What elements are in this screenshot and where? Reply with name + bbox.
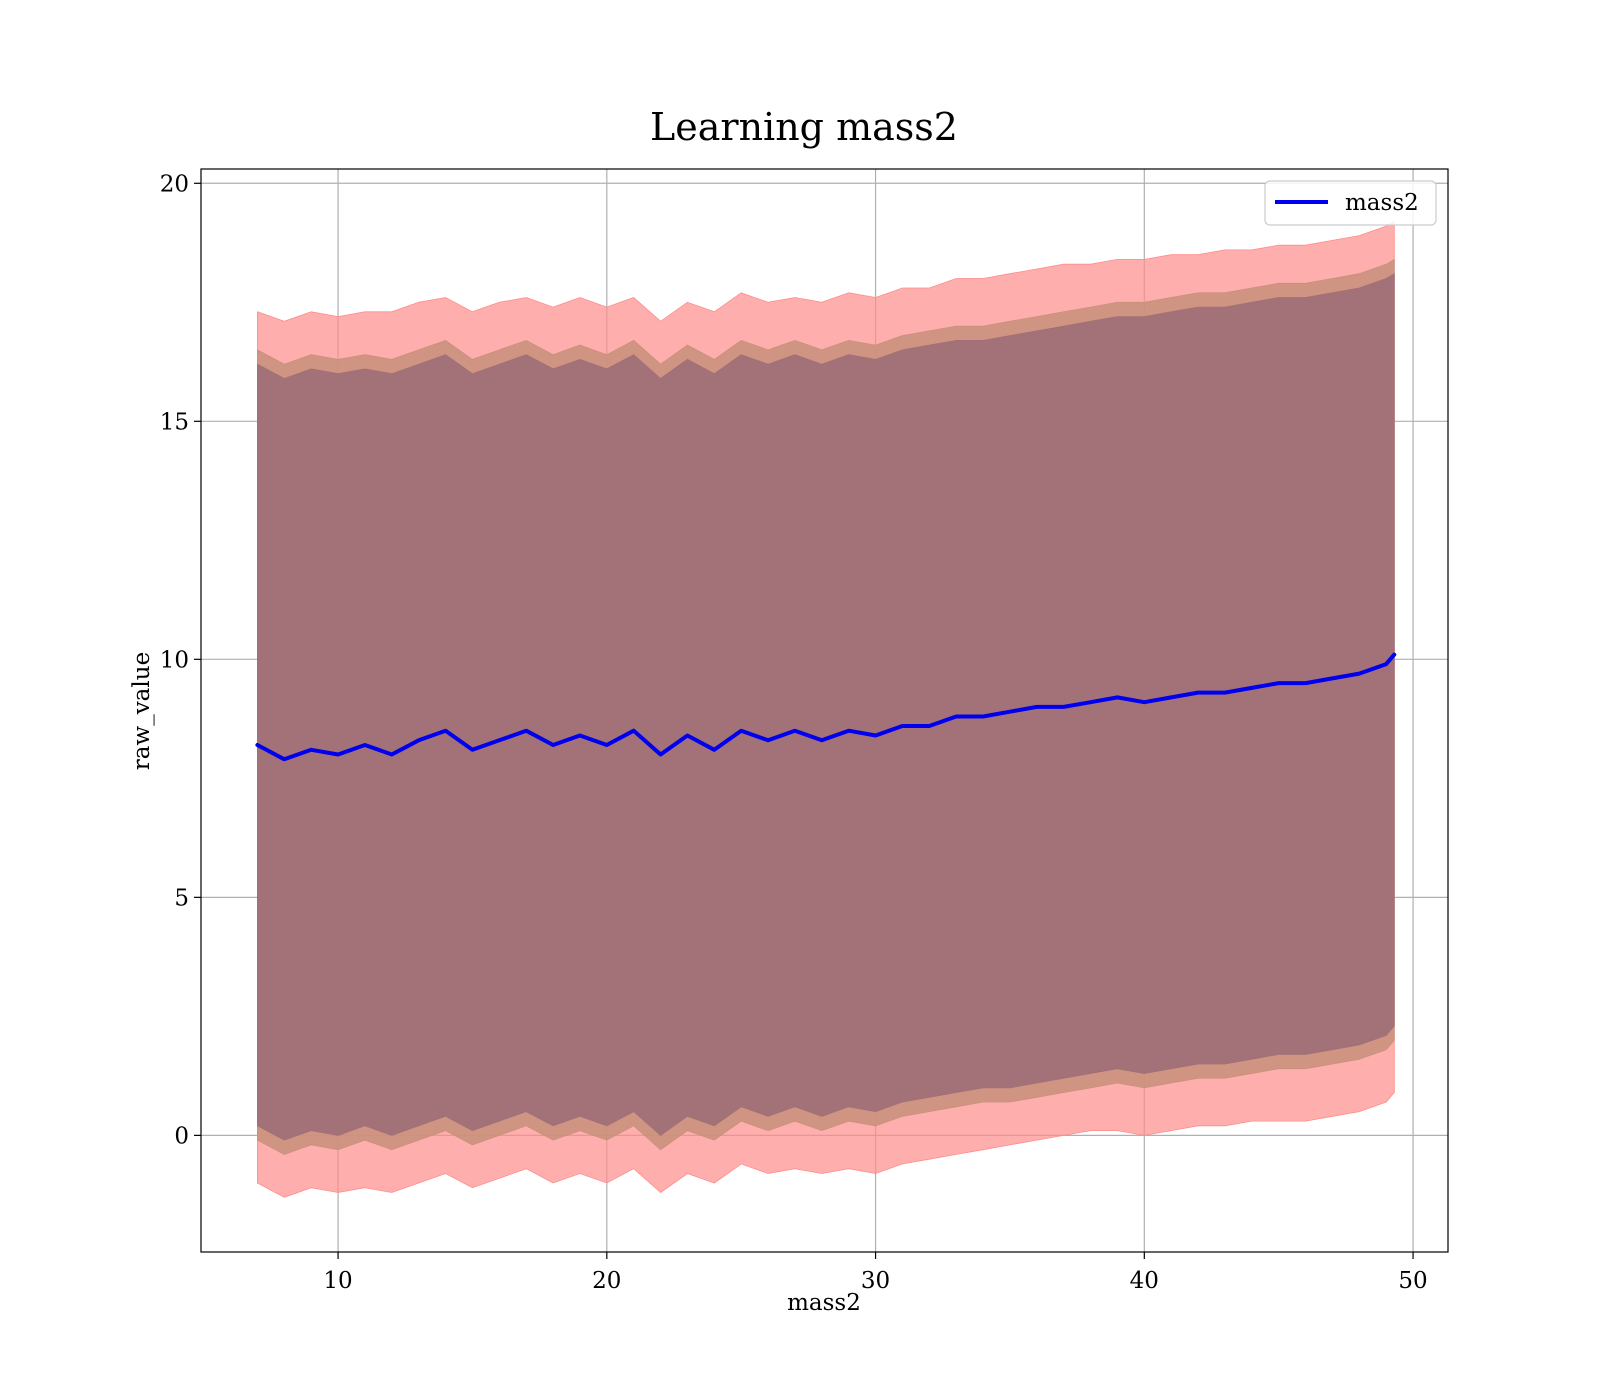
y-tick-label: 0: [174, 1123, 189, 1149]
x-tick-label: 30: [861, 1268, 890, 1294]
legend: mass2: [1264, 180, 1437, 226]
y-tick-label: 5: [174, 885, 189, 911]
y-tick-label: 15: [160, 409, 189, 435]
chart-title: Learning mass2: [650, 105, 958, 149]
legend-label-mass2: mass2: [1345, 190, 1419, 216]
x-tick-label: 10: [323, 1268, 352, 1294]
uncertainty-bands: [257, 220, 1395, 1198]
x-axis-ticks: 10 20 30 40 50: [323, 1252, 1428, 1294]
y-tick-label: 20: [160, 171, 189, 197]
y-axis-ticks: 0 5 10 15 20: [160, 171, 201, 1149]
legend-box: [1264, 180, 1437, 226]
series-line-mass2: [255, 652, 1397, 762]
x-tick-label: 50: [1398, 1268, 1427, 1294]
plot-frame: [200, 168, 1449, 1253]
series-lines: [255, 652, 1397, 762]
x-axis-label: mass2: [787, 1290, 861, 1316]
y-axis-label: raw_value: [129, 652, 155, 770]
band-inner: [257, 272, 1395, 1141]
x-tick-label: 40: [1130, 1268, 1159, 1294]
x-tick-label: 20: [592, 1268, 621, 1294]
y-tick-label: 10: [160, 647, 189, 673]
